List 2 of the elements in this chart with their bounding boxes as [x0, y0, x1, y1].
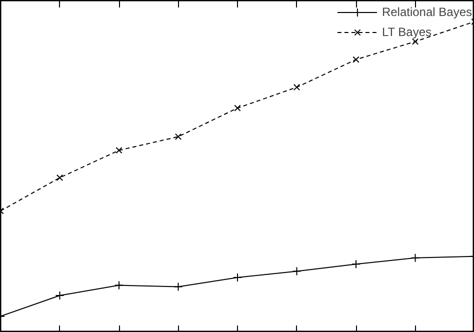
legend-label: LT Bayes	[382, 25, 432, 39]
legend-label: Relational Bayes	[382, 5, 472, 19]
